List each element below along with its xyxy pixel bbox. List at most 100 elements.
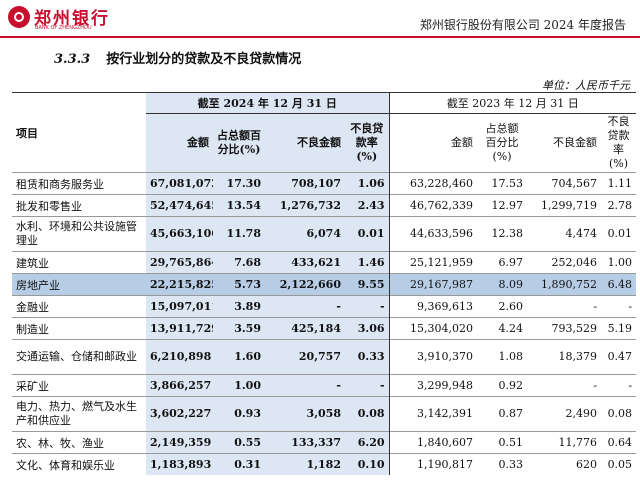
cell-p-share: 0.33 [477,453,528,475]
row-item-label: 建筑业 [12,251,146,274]
header-divider [0,36,640,38]
cell-p-share: 0.87 [477,396,528,432]
cell-c-share: 3.89 [213,295,265,318]
cell-c-share: 5.73 [213,273,265,296]
table-row: 水利、环境和公共设施管理业 45,663,106 11.78 6,074 0.01 44,… [12,216,637,252]
cell-p-npl: - [527,295,602,318]
row-item-label: 房地产业 [12,273,146,296]
row-item-label: 采矿业 [12,374,146,397]
prev-ratio-header: 不良贷款率(%) [607,115,630,170]
cell-c-amount: 1,183,893 [146,453,213,475]
cell-c-amount: 3,602,227 [146,396,213,432]
row-item-label: 文化、体育和娱乐业 [12,453,146,475]
table-row: 农、林、牧、渔业 2,149,359 0.55 133,337 6.20 1,840,60… [12,431,637,454]
row-item-label: 农、林、牧、渔业 [12,431,146,454]
row-item-label: 电力、热力、燃气及水生产和供应业 [12,396,146,432]
cell-c-amount: 13,911,729 [146,317,213,340]
cell-p-ratio: 0.08 [601,396,637,432]
prev-npl-header: 不良金额 [553,136,598,149]
row-item-label: 交通运输、仓储和邮政业 [12,339,146,375]
cell-p-amount: 15,304,020 [388,317,478,340]
cell-p-ratio: 0.47 [601,339,637,375]
cell-c-npl: 3,058 [265,396,345,432]
table-row: 采矿业 3,866,257 1.00- -3,299,948 0.92- - [12,374,637,397]
cell-c-ratio: 3.06 [345,317,390,340]
cell-p-npl: 620 [527,453,602,475]
report-title: 郑州银行股份有限公司 2024 年度报告 [419,18,626,32]
cell-c-ratio: - [345,374,390,397]
cell-p-npl: 4,474 [527,216,602,252]
cell-p-npl: 704,567 [527,172,602,195]
cell-c-npl: 1,276,732 [265,194,345,217]
table-row: 电力、热力、燃气及水生产和供应业 3,602,227 0.93 3,058 0.08 3,… [12,396,637,432]
cell-p-share: 12.97 [477,194,528,217]
current-period-header: 截至 2024 年 12 月 31 日 [146,92,390,114]
cell-c-ratio: 0.33 [345,339,390,375]
table-row: 金融业 15,097,011 3.89- -9,369,613 2.60- - [12,295,637,318]
cell-p-npl: - [527,374,602,397]
cell-c-share: 0.93 [213,396,265,432]
cell-p-amount: 25,121,959 [388,251,478,274]
row-item-label: 批发和零售业 [12,194,146,217]
bank-logo: 郑州银行 BANK OF ZHENGZHOU [8,4,148,34]
cell-p-npl: 2,490 [527,396,602,432]
cell-c-ratio: 1.06 [345,172,390,195]
cell-p-ratio: 5.19 [601,317,637,340]
cell-c-ratio: 0.08 [345,396,390,432]
cell-p-ratio: 1.00 [601,251,637,274]
item-header: 项目 [12,92,146,173]
cell-p-share: 6.97 [477,251,528,274]
logo-chinese-name: 郑州银行 [34,9,110,29]
cell-c-ratio: 0.01 [345,216,390,252]
cell-p-amount: 9,369,613 [388,295,478,318]
cell-p-npl: 1,890,752 [527,273,602,296]
cell-p-amount: 29,167,987 [388,273,478,296]
unit-note: 单位：人民币千元 [542,79,630,92]
cell-c-share: 13.54 [213,194,265,217]
row-item-label: 金融业 [12,295,146,318]
cell-c-npl: - [265,374,345,397]
table-row: 租赁和商务服务业 67,081,072 17.30 708,107 1.06 63,228… [12,172,637,195]
bank-logo-icon [8,6,30,28]
section-number: 3.3.3 [54,52,91,67]
cell-c-amount: 29,765,864 [146,251,213,274]
cell-c-npl: 708,107 [265,172,345,195]
cell-c-npl: 425,184 [265,317,345,340]
cell-p-amount: 63,228,460 [388,172,478,195]
table-row: 文化、体育和娱乐业 1,183,893 0.31 1,182 0.10 1,190,817… [12,453,637,475]
prior-period-header: 截至 2023 年 12 月 31 日 [388,92,637,114]
cell-p-ratio: 0.64 [601,431,637,454]
cell-c-ratio: 9.55 [345,273,390,296]
table-row: 建筑业 29,765,864 7.68 433,621 1.46 25,121,959 6.… [12,251,637,274]
cell-c-npl: 133,337 [265,431,345,454]
cell-p-share: 17.53 [477,172,528,195]
cell-c-amount: 2,149,359 [146,431,213,454]
cell-c-amount: 52,474,645 [146,194,213,217]
cell-p-amount: 44,633,596 [388,216,478,252]
cell-c-amount: 45,663,106 [146,216,213,252]
cell-p-ratio: 6.48 [601,273,637,296]
cell-c-ratio: 2.43 [345,194,390,217]
cell-p-share: 12.38 [477,216,528,252]
cell-c-share: 1.60 [213,339,265,375]
logo-english-name: BANK OF ZHENGZHOU [35,25,92,31]
cell-c-amount: 3,866,257 [146,374,213,397]
cell-p-share: 1.08 [477,339,528,375]
cell-p-ratio: - [601,374,637,397]
cell-c-npl: 1,182 [265,453,345,475]
table-row: 房地产业 22,215,825 5.73 2,122,660 9.55 29,167,98… [12,273,637,296]
table-row: 制造业 13,911,729 3.59 425,184 3.06 15,304,020 4.… [12,317,637,340]
cell-c-amount: 15,097,011 [146,295,213,318]
cell-p-amount: 3,910,370 [388,339,478,375]
cell-p-ratio: - [601,295,637,318]
cell-p-amount: 3,142,391 [388,396,478,432]
cell-c-amount: 22,215,825 [146,273,213,296]
table-row: 批发和零售业 52,474,645 13.54 1,276,732 2.43 46,762… [12,194,637,217]
cell-p-npl: 1,299,719 [527,194,602,217]
section-title: 按行业划分的贷款及不良贷款情况 [106,52,302,67]
row-item-label: 租赁和商务服务业 [12,172,146,195]
cell-p-npl: 252,046 [527,251,602,274]
cell-c-amount: 6,210,898 [146,339,213,375]
cell-p-share: 2.60 [477,295,528,318]
cell-p-amount: 3,299,948 [388,374,478,397]
